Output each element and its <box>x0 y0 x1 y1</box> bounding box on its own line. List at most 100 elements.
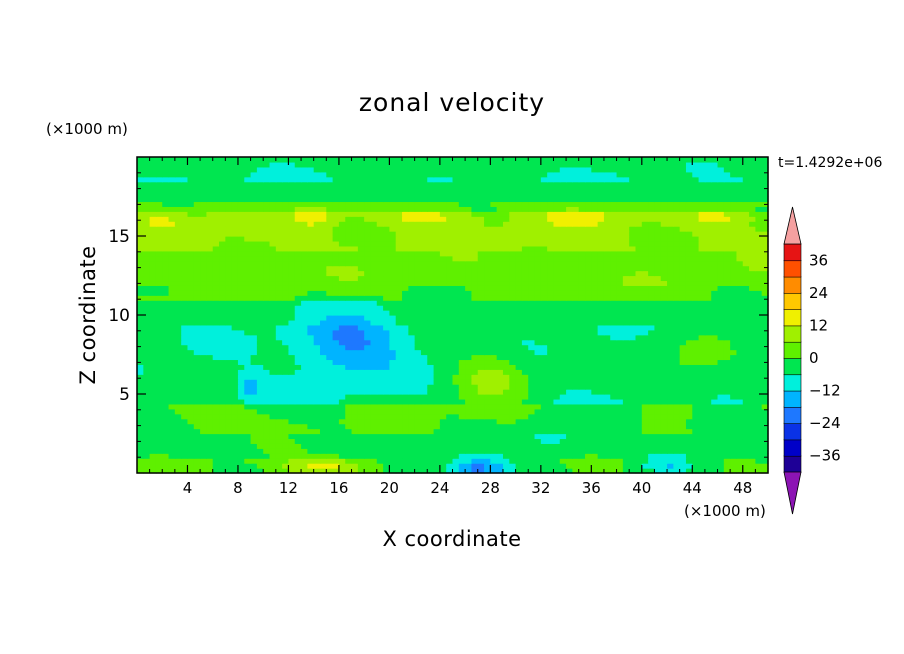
field-cell <box>679 379 687 385</box>
field-cell <box>641 364 649 370</box>
field-cell <box>256 339 264 346</box>
field-cell <box>294 443 302 449</box>
field-cell <box>509 403 517 410</box>
field-cell <box>237 384 245 390</box>
field-cell <box>395 428 403 435</box>
field-cell <box>231 463 239 469</box>
field-cell <box>439 245 447 252</box>
field-cell <box>685 250 693 257</box>
field-cell <box>174 305 182 311</box>
field-cell <box>244 270 252 277</box>
field-cell <box>749 418 756 425</box>
field-cell <box>585 458 592 464</box>
field-cell <box>635 315 643 321</box>
field-cell <box>559 295 567 301</box>
field-cell <box>622 310 630 316</box>
field-cell <box>231 245 239 252</box>
field-cell <box>187 329 195 336</box>
field-cell <box>717 418 725 425</box>
field-cell <box>591 389 599 395</box>
field-cell <box>357 443 365 449</box>
field-cell <box>465 305 473 311</box>
field-cell <box>414 408 422 415</box>
field-cell <box>692 315 700 321</box>
field-cell <box>603 280 611 286</box>
field-cell <box>307 240 315 247</box>
field-cell <box>452 423 460 430</box>
field-cell <box>509 305 517 311</box>
field-cell <box>704 334 712 341</box>
field-cell <box>269 334 277 341</box>
field-cell <box>490 270 498 277</box>
field-cell <box>181 349 189 356</box>
field-cell <box>250 334 258 341</box>
field-cell <box>200 240 208 247</box>
field-cell <box>351 226 359 232</box>
field-cell <box>742 408 750 415</box>
field-cell <box>174 255 182 262</box>
field-cell <box>509 349 517 356</box>
field-cell <box>502 354 510 361</box>
field-cell <box>578 403 586 410</box>
field-cell <box>357 305 365 311</box>
field-cell <box>490 310 498 316</box>
field-cell <box>622 305 630 311</box>
field-cell <box>408 305 416 311</box>
field-cell <box>187 364 195 370</box>
field-cell <box>402 374 409 380</box>
field-cell <box>319 260 327 267</box>
field-cell <box>200 453 208 459</box>
field-cell <box>420 324 428 331</box>
field-cell <box>181 408 189 415</box>
field-cell <box>206 319 214 326</box>
field-cell <box>376 394 384 400</box>
field-cell <box>673 245 681 252</box>
field-cell <box>610 443 618 449</box>
field-cell <box>313 423 321 430</box>
field-cell <box>528 245 536 252</box>
field-cell <box>174 433 182 440</box>
field-cell <box>635 270 643 277</box>
field-cell <box>294 463 302 469</box>
field-cell <box>477 260 485 267</box>
field-cell <box>692 290 700 296</box>
field-cell <box>673 226 681 232</box>
field-cell <box>597 453 605 459</box>
field-cell <box>648 379 656 385</box>
field-cell <box>698 344 706 351</box>
field-cell <box>389 458 397 464</box>
field-cell <box>143 443 151 449</box>
field-cell <box>761 428 769 435</box>
field-cell <box>307 403 315 410</box>
field-cell <box>585 354 592 361</box>
field-cell <box>509 413 517 420</box>
field-cell <box>635 413 643 420</box>
field-cell <box>256 295 264 301</box>
field-cell <box>692 240 700 247</box>
field-cell <box>143 236 151 242</box>
field-cell <box>736 448 744 454</box>
field-cell <box>256 280 264 286</box>
field-cell <box>155 231 163 237</box>
field-cell <box>174 236 182 242</box>
field-cell <box>181 398 189 405</box>
field-cell <box>742 438 750 444</box>
field-cell <box>471 240 479 247</box>
field-cell <box>319 270 327 277</box>
field-cell <box>301 275 308 282</box>
field-cell <box>458 349 466 356</box>
field-cell <box>307 344 315 351</box>
field-cell <box>364 231 372 237</box>
field-cell <box>654 275 662 282</box>
field-cell <box>357 433 365 440</box>
field-cell <box>383 270 390 277</box>
field-cell <box>452 236 460 242</box>
field-cell <box>174 398 182 405</box>
field-cell <box>237 250 245 257</box>
field-cell <box>137 413 144 420</box>
field-cell <box>301 374 308 380</box>
field-cell <box>395 458 403 464</box>
field-cell <box>622 349 630 356</box>
field-cell <box>521 290 529 296</box>
field-cell <box>477 236 485 242</box>
